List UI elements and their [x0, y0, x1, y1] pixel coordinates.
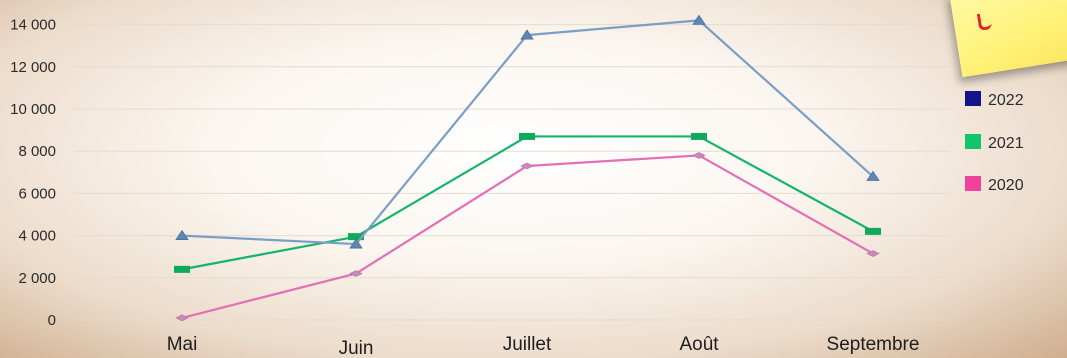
- data-point: [348, 233, 364, 241]
- y-tick-label: 8 000: [18, 143, 56, 160]
- legend-swatch: [965, 91, 981, 106]
- y-tick-label: 14 000: [10, 17, 56, 34]
- y-tick-label: 6 000: [18, 185, 56, 202]
- series-lines: [174, 14, 881, 322]
- series-2022: [175, 14, 880, 249]
- y-tick-label: 10 000: [10, 101, 56, 118]
- data-point: [349, 238, 363, 249]
- series-line: [181, 135, 874, 271]
- x-tick-label: Juin: [339, 338, 374, 358]
- gridlines: [74, 24, 950, 321]
- data-point: [175, 314, 189, 322]
- x-tick-label: Septembre: [827, 334, 920, 355]
- series-2020: [175, 152, 880, 322]
- data-point: [866, 170, 880, 181]
- data-point: [175, 229, 189, 241]
- legend: 2022 2021 2020: [965, 91, 1024, 194]
- data-point: [692, 14, 706, 25]
- legend-swatch: [965, 176, 981, 191]
- legend-item-2021: 2021: [965, 134, 1024, 152]
- legend-label: 2022: [988, 92, 1024, 109]
- series-2021: [174, 132, 881, 273]
- legend-item-2020: 2020: [965, 176, 1024, 194]
- data-point: [174, 265, 190, 273]
- legend-label: 2020: [988, 177, 1024, 194]
- y-axis: 0 2 000 4 000 6 000 8 000 10 000 12 000 14 000: [10, 17, 56, 329]
- series-line: [181, 154, 874, 319]
- series-line: [181, 19, 874, 246]
- data-point: [692, 152, 706, 159]
- y-tick-label: 2 000: [18, 270, 56, 287]
- data-point: [519, 132, 535, 140]
- x-tick-label: Mai: [167, 334, 198, 355]
- y-tick-label: 12 000: [10, 59, 56, 76]
- data-point: [520, 29, 534, 40]
- data-point: [520, 162, 534, 170]
- x-tick-label: Juillet: [503, 334, 552, 355]
- y-tick-label: 4 000: [18, 228, 56, 245]
- x-tick-label: Août: [679, 334, 719, 355]
- legend-item-2022: 2022: [965, 91, 1024, 109]
- data-point: [865, 227, 881, 235]
- note-mark-icon: [976, 12, 993, 31]
- legend-swatch: [965, 134, 981, 149]
- x-axis: Mai Juin Juillet Août Septembre: [167, 334, 920, 358]
- legend-label: 2021: [988, 135, 1024, 152]
- data-point: [866, 250, 880, 257]
- y-tick-label: 0: [48, 312, 56, 329]
- data-point: [349, 270, 363, 277]
- data-point: [691, 132, 707, 140]
